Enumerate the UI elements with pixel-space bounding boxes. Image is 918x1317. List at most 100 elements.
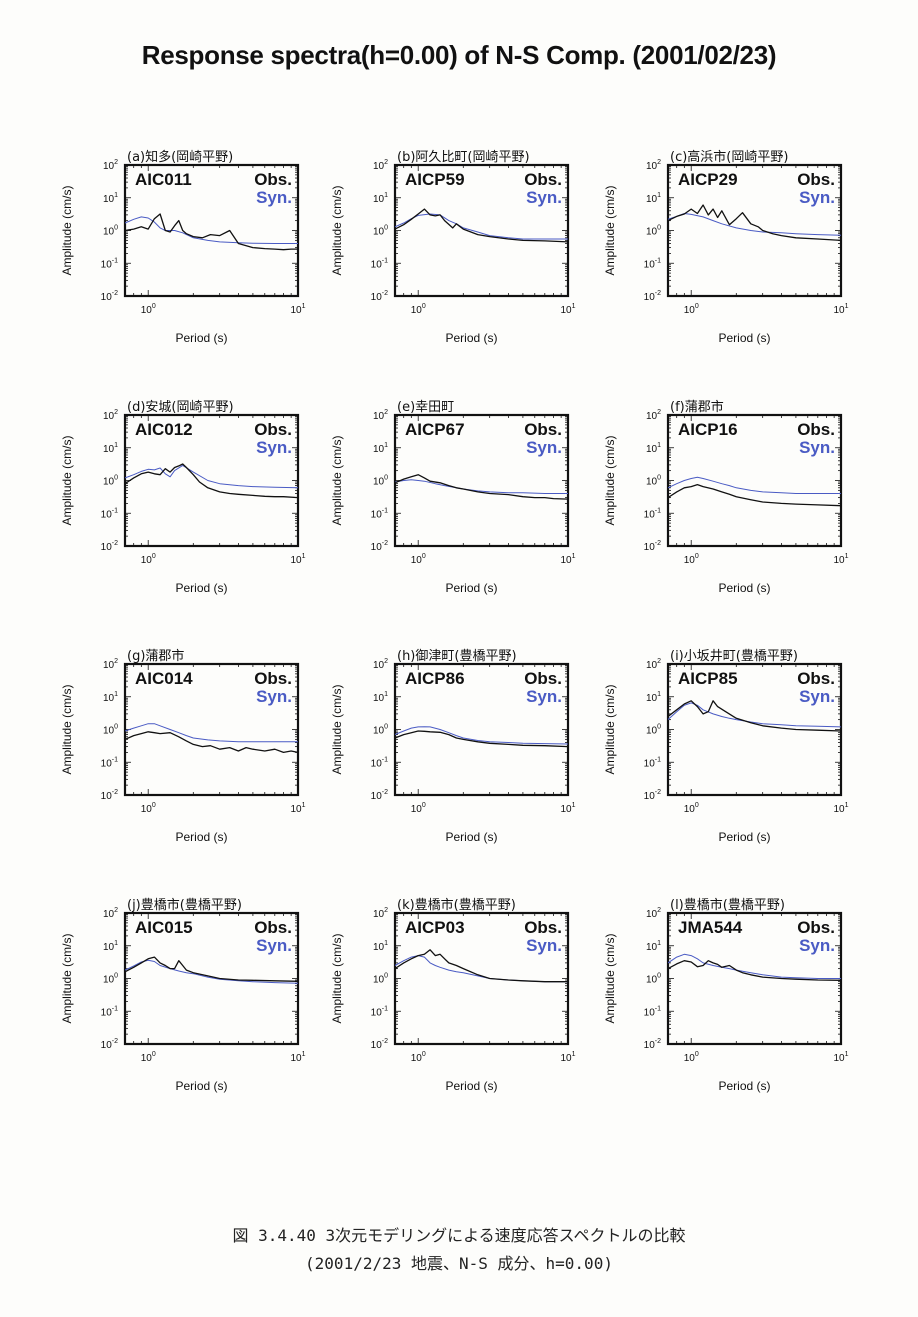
y-tick-label: 100 xyxy=(103,225,118,238)
y-tick-label: 101 xyxy=(373,192,388,205)
obs-series-line xyxy=(125,731,298,754)
syn-series-line xyxy=(395,479,568,494)
spectrum-chart-svg: 10-2 10-1 100 101 102 100 101 Amplitude (cm/s) P… xyxy=(603,399,849,595)
spectrum-chart-svg: 10-2 10-1 100 101 102 100 101 Amplitude (cm/s) P… xyxy=(603,897,849,1093)
y-tick-label: 10-1 xyxy=(371,756,388,769)
x-tick-label: 101 xyxy=(560,1051,575,1064)
panel-label: (h)御津町(豊橋平野) xyxy=(397,649,517,664)
spectrum-panel: 10-2 10-1 100 101 102 100 101 Amplitude (cm/s) P… xyxy=(55,395,306,595)
spectrum-chart-svg: 10-2 10-1 100 101 102 100 101 Amplitude (cm/s) P… xyxy=(60,897,306,1093)
y-axis-label: Amplitude (cm/s) xyxy=(60,185,74,275)
x-tick-label: 101 xyxy=(290,802,305,815)
y-tick-label: 10-2 xyxy=(644,540,661,553)
syn-series-line xyxy=(125,959,298,984)
plot-frame xyxy=(393,662,570,797)
station-code: AICP29 xyxy=(678,170,738,189)
plot-area: 10-2 10-1 100 101 102 100 101 Amplitude (cm/s) P… xyxy=(603,649,849,844)
series-group xyxy=(125,463,298,499)
legend-obs: Obs. xyxy=(524,918,562,937)
legend-syn: Syn. xyxy=(526,687,562,706)
syn-series-line xyxy=(125,723,298,743)
legend-syn: Syn. xyxy=(799,936,835,955)
legend-syn: Syn. xyxy=(256,687,292,706)
legend-syn: Syn. xyxy=(256,936,292,955)
station-code: AIC011 xyxy=(135,170,192,189)
plot-area: 10-2 10-1 100 101 102 100 101 Amplitude (cm/s) P… xyxy=(60,149,306,345)
y-tick-label: 101 xyxy=(646,192,661,205)
plot-area: 10-2 10-1 100 101 102 100 101 Amplitude (cm/s) P… xyxy=(60,400,306,595)
syn-series-line xyxy=(668,702,841,728)
panel-label: (b)阿久比町(岡崎平野) xyxy=(397,150,530,165)
syn-series-line xyxy=(395,726,568,745)
x-tick-label: 101 xyxy=(290,303,305,316)
y-tick-label: 10-1 xyxy=(644,257,661,270)
panel-label: (e)幸田町 xyxy=(397,400,454,415)
panel-label: (i)小坂井町(豊橋平野) xyxy=(670,649,798,664)
y-tick-label: 100 xyxy=(373,225,388,238)
y-tick-label: 100 xyxy=(646,973,661,986)
y-tick-label: 10-2 xyxy=(644,290,661,303)
y-tick-label: 102 xyxy=(103,658,118,671)
y-axis-label: Amplitude (cm/s) xyxy=(603,185,617,275)
panel-label: (d)安城(岡崎平野) xyxy=(127,400,234,415)
panel-label: (k)豊橋市(豊橋平野) xyxy=(397,897,516,913)
y-tick-label: 10-2 xyxy=(371,1038,388,1051)
y-tick-label: 100 xyxy=(373,475,388,488)
station-code: AICP03 xyxy=(405,918,465,937)
legend-obs: Obs. xyxy=(797,170,835,189)
y-axis-label: Amplitude (cm/s) xyxy=(330,933,344,1023)
y-tick-label: 102 xyxy=(373,159,388,172)
spectrum-panel: 10-2 10-1 100 101 102 100 101 Amplitude (cm/s) P… xyxy=(598,395,849,595)
series-group xyxy=(395,726,568,748)
y-tick-label: 100 xyxy=(646,724,661,737)
y-axis-label: Amplitude (cm/s) xyxy=(60,684,74,774)
y-axis-label: Amplitude (cm/s) xyxy=(330,185,344,275)
x-axis-label: Period (s) xyxy=(445,1079,497,1093)
y-axis-label: Amplitude (cm/s) xyxy=(60,435,74,525)
legend-obs: Obs. xyxy=(524,669,562,688)
x-axis-label: Period (s) xyxy=(175,1079,227,1093)
y-tick-label: 10-1 xyxy=(371,1005,388,1018)
y-tick-label: 101 xyxy=(646,442,661,455)
series-group xyxy=(125,956,298,984)
station-code: AICP86 xyxy=(405,669,465,688)
y-tick-label: 101 xyxy=(103,940,118,953)
x-tick-label: 100 xyxy=(684,1051,699,1064)
y-tick-label: 102 xyxy=(646,409,661,422)
y-tick-label: 100 xyxy=(646,225,661,238)
legend-obs: Obs. xyxy=(254,669,292,688)
y-axis-label: Amplitude (cm/s) xyxy=(330,684,344,774)
y-tick-label: 102 xyxy=(373,409,388,422)
legend-syn: Syn. xyxy=(526,936,562,955)
y-tick-label: 10-2 xyxy=(371,290,388,303)
spectrum-panel: 10-2 10-1 100 101 102 100 101 Amplitude (cm/s) P… xyxy=(325,644,576,844)
plot-frame xyxy=(123,662,300,797)
x-tick-label: 101 xyxy=(833,1051,848,1064)
y-tick-label: 10-1 xyxy=(644,756,661,769)
x-tick-label: 100 xyxy=(141,303,156,316)
obs-series-line xyxy=(668,483,841,507)
y-tick-label: 10-2 xyxy=(101,540,118,553)
spectrum-chart-svg: 10-2 10-1 100 101 102 100 101 Amplitude (cm/s) P… xyxy=(330,897,576,1093)
y-tick-label: 102 xyxy=(103,409,118,422)
y-tick-label: 102 xyxy=(373,907,388,920)
station-code: AICP67 xyxy=(405,420,465,439)
obs-series-line xyxy=(125,956,298,982)
y-tick-label: 102 xyxy=(646,159,661,172)
spectrum-panel: 10-2 10-1 100 101 102 100 101 Amplitude (cm/s) P… xyxy=(598,145,849,345)
spectrum-panel: 10-2 10-1 100 101 102 100 101 Amplitude (cm/s) P… xyxy=(325,893,576,1093)
y-tick-label: 101 xyxy=(103,192,118,205)
plot-area: 10-2 10-1 100 101 102 100 101 Amplitude (cm/s) P… xyxy=(603,399,849,595)
x-axis-label: Period (s) xyxy=(445,331,497,345)
x-tick-label: 100 xyxy=(684,802,699,815)
y-tick-label: 102 xyxy=(646,907,661,920)
y-tick-label: 10-1 xyxy=(644,1005,661,1018)
spectrum-panel: 10-2 10-1 100 101 102 100 101 Amplitude (cm/s) P… xyxy=(598,644,849,844)
plot-frame xyxy=(393,163,570,298)
y-tick-label: 10-2 xyxy=(101,290,118,303)
legend-syn: Syn. xyxy=(526,188,562,207)
x-tick-label: 100 xyxy=(411,303,426,316)
obs-series-line xyxy=(668,960,841,981)
series-group xyxy=(668,476,841,507)
plot-frame xyxy=(393,413,570,548)
